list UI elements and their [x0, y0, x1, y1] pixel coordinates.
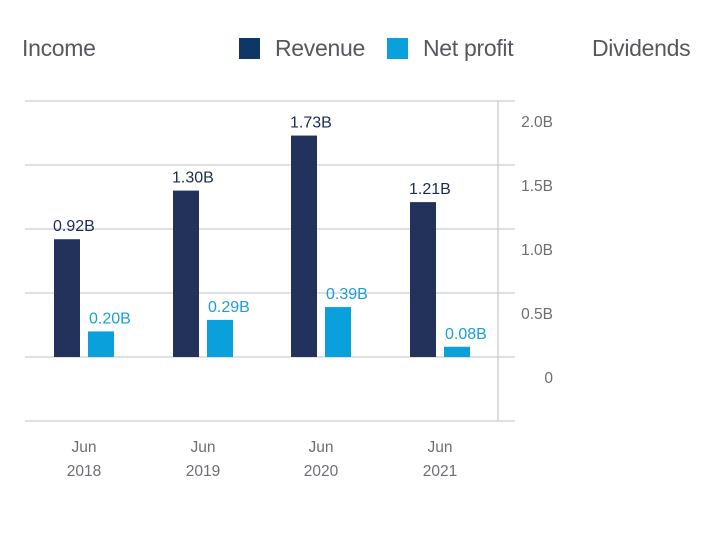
bar-net-profit: [207, 319, 233, 357]
bar-revenue: [173, 190, 199, 357]
legend-swatch-net-profit: [387, 38, 408, 59]
x-tick-label-month: Jun: [428, 439, 453, 456]
bar-revenue: [54, 239, 80, 357]
data-label-net-profit: 0.08B: [445, 326, 487, 343]
x-tick-label-month: Jun: [72, 439, 97, 456]
x-tick-label-month: Jun: [309, 439, 334, 456]
data-label-revenue: 1.21B: [409, 181, 451, 198]
y-tick-label: 2.0B: [521, 114, 553, 131]
bar-net-profit: [88, 331, 114, 357]
x-tick-label-year: 2021: [423, 463, 457, 480]
legend-label-revenue[interactable]: Revenue: [275, 35, 365, 61]
data-label-net-profit: 0.29B: [208, 299, 250, 316]
legend-label-net-profit[interactable]: Net profit: [423, 35, 514, 61]
data-label-net-profit: 0.39B: [326, 286, 368, 303]
bar-net-profit: [444, 346, 470, 357]
x-tick-label-year: 2019: [186, 463, 220, 480]
tab-income[interactable]: Income: [22, 35, 96, 61]
bar-net-profit: [325, 307, 351, 357]
bar-revenue: [291, 135, 317, 357]
tab-dividends[interactable]: Dividends: [592, 35, 691, 61]
y-tick-label: 1.0B: [521, 242, 553, 259]
x-tick-label-month: Jun: [191, 439, 216, 456]
data-label-revenue: 1.73B: [290, 115, 332, 132]
x-tick-label-year: 2020: [304, 463, 339, 480]
y-tick-label: 0: [544, 370, 553, 387]
bar-revenue: [410, 202, 436, 357]
data-label-revenue: 0.92B: [53, 218, 95, 235]
y-tick-label: 0.5B: [521, 306, 553, 323]
data-label-net-profit: 0.20B: [89, 310, 131, 327]
legend-swatch-revenue: [239, 38, 260, 59]
y-tick-label: 1.5B: [521, 178, 553, 195]
data-label-revenue: 1.30B: [172, 170, 214, 187]
x-tick-label-year: 2018: [67, 463, 101, 480]
